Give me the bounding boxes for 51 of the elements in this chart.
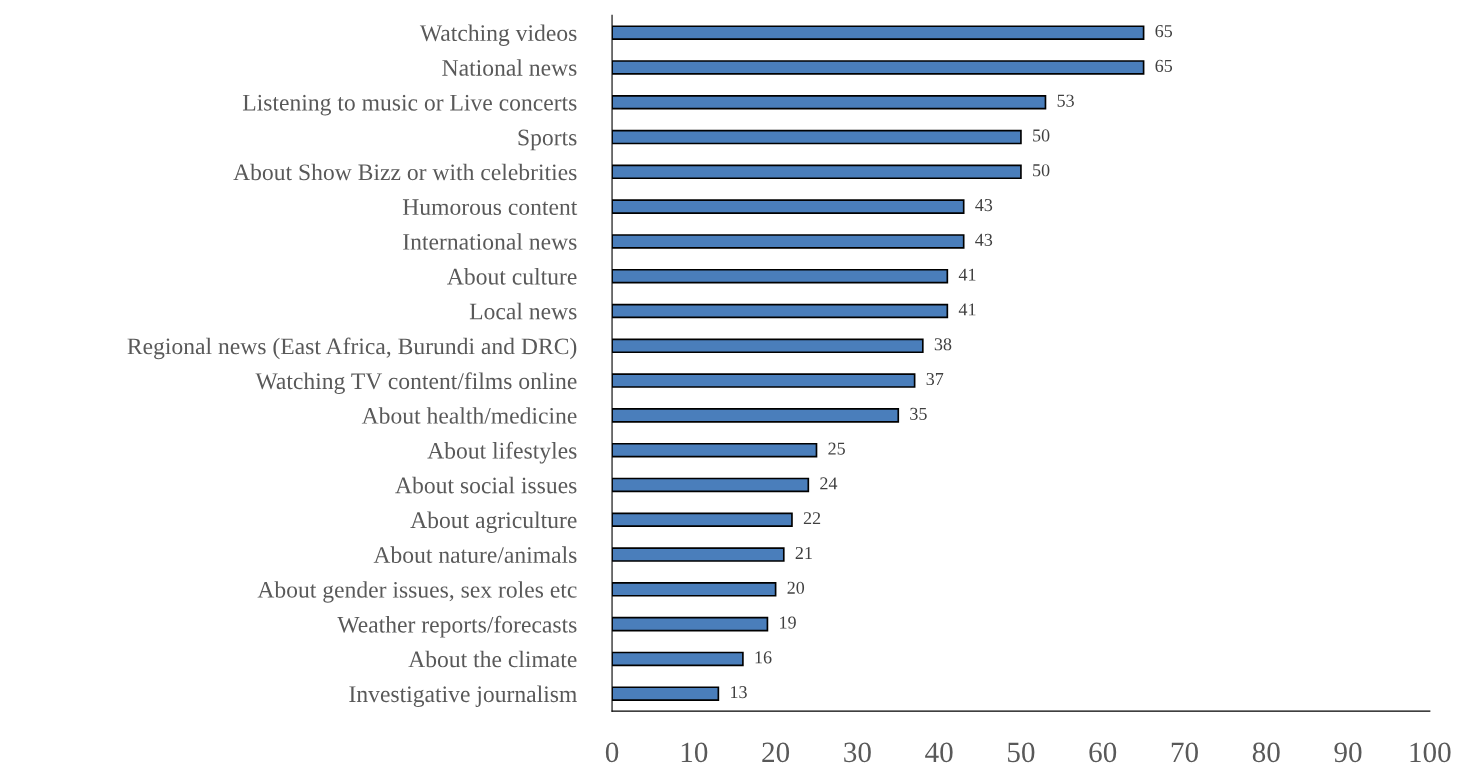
x-tick-label: 60: [1089, 742, 1117, 763]
y-tick-label: National news: [442, 59, 577, 76]
data-label: 37: [926, 372, 944, 386]
y-tick-label: Watching TV content/films online: [255, 372, 577, 394]
data-label: 38: [934, 338, 952, 351]
y-tick-label: About nature/animals: [373, 546, 577, 563]
x-tick-label: 90: [1334, 742, 1362, 763]
data-label: 25: [828, 442, 845, 455]
x-tick-label: 20: [762, 742, 790, 763]
y-tick-label: Watching videos: [419, 24, 577, 46]
x-tick-label: 80: [1252, 742, 1280, 763]
y-tick-label: About agriculture: [410, 511, 577, 534]
y-tick-label: Local news: [469, 302, 577, 320]
y-tick-label: About lifestyles: [427, 441, 577, 464]
data-label: 65: [1155, 25, 1173, 38]
data-label: 43: [975, 233, 993, 246]
x-tick-label: 10: [681, 742, 708, 763]
y-tick-label: Humorous content: [402, 199, 578, 216]
data-label: 43: [975, 199, 993, 212]
y-tick-label: About culture: [447, 268, 577, 285]
data-label: 21: [795, 546, 812, 559]
data-label: 53: [1057, 94, 1074, 107]
y-tick-label: Investigative journalism: [349, 685, 577, 708]
data-label: 13: [731, 686, 747, 699]
data-label: 41: [958, 268, 976, 281]
x-tick-label: 0: [605, 742, 619, 763]
x-tick-label: 70: [1171, 742, 1198, 763]
y-tick-label: About gender issues, sex roles etc: [257, 581, 577, 603]
y-tick-label: International news: [403, 233, 577, 250]
data-label: 35: [910, 407, 927, 420]
x-tick-label: 100: [1410, 742, 1451, 763]
x-tick-label: 40: [925, 742, 953, 763]
data-label: 22: [803, 512, 821, 525]
data-label: 50: [1033, 129, 1050, 142]
data-label: 41: [958, 303, 976, 316]
data-label: 65: [1155, 59, 1173, 72]
y-tick-label: About health/medicine: [361, 407, 577, 424]
y-tick-label: About social issues: [395, 476, 577, 494]
x-tick-label: 50: [1008, 742, 1035, 763]
y-tick-label: About the climate: [408, 650, 577, 668]
data-label: 20: [787, 581, 805, 594]
y-tick-label: Listening to music or Live concerts: [242, 94, 577, 116]
data-label: 16: [755, 651, 772, 664]
y-tick-label: About Show Bizz or with celebrities: [233, 163, 577, 181]
data-label: 50: [1033, 164, 1050, 177]
y-tick-label: Regional news (East Africa, Burundi and DRC): [127, 337, 577, 360]
y-tick-label: Sports: [518, 129, 577, 151]
data-label: 19: [780, 616, 796, 629]
data-label: 24: [820, 477, 838, 490]
y-tick-label: Weather reports/forecasts: [337, 615, 577, 638]
x-tick-label: 30: [844, 742, 871, 763]
